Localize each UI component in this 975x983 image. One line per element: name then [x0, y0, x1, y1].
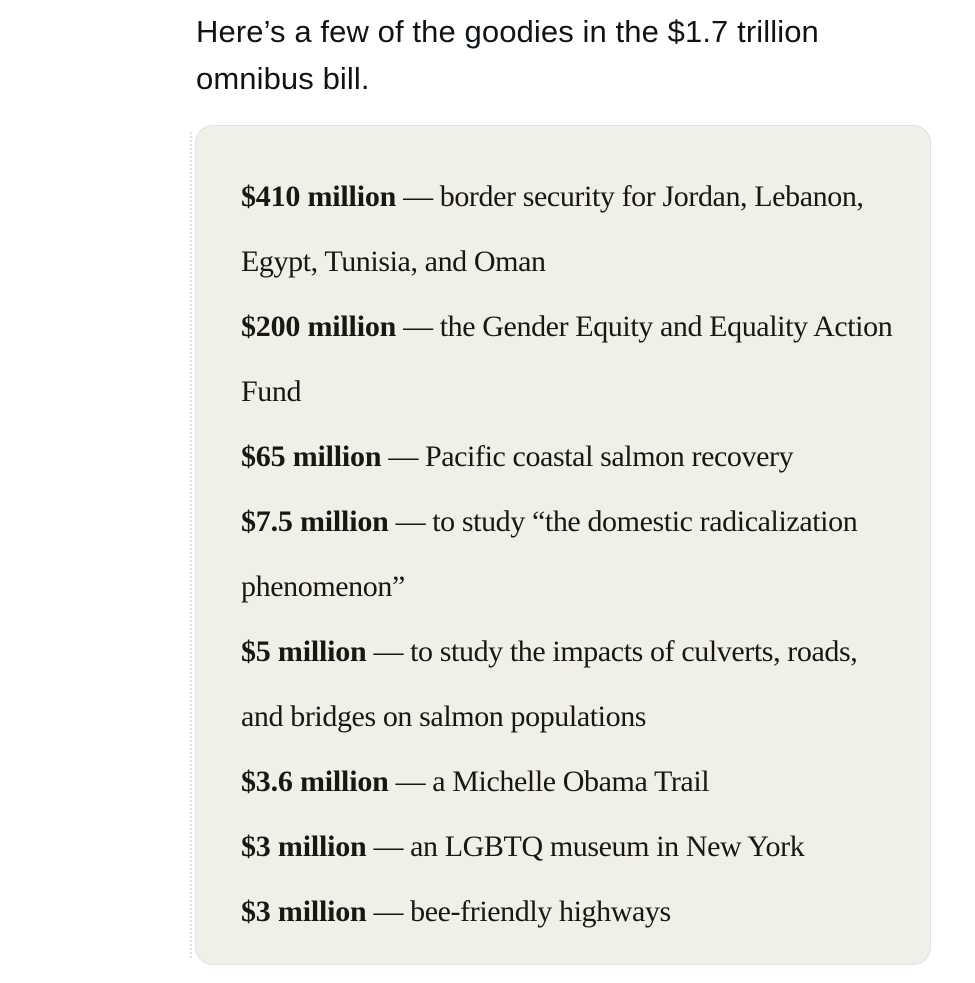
budget-amount: $7.5 million [241, 505, 389, 538]
paper-edge-texture [190, 132, 192, 958]
budget-list-item: $3.6 million — a Michelle Obama Trail [241, 749, 902, 814]
budget-list-item: $7.5 million — to study “the domestic radi… [241, 489, 902, 619]
budget-list: $410 million — border security for Jordan,… [241, 164, 902, 944]
tweet-text: Here’s a few of the goodies in the $1.7 … [196, 14, 819, 96]
em-dash: — [388, 440, 418, 473]
budget-amount: $200 million [241, 310, 397, 343]
embedded-image-card[interactable]: $410 million — border security for Jordan,… [195, 125, 931, 965]
em-dash: — [403, 310, 433, 343]
budget-description: to study the impacts of culverts, roads,… [241, 635, 858, 733]
em-dash: — [373, 830, 404, 863]
budget-description: an LGBTQ museum in New York [410, 830, 805, 863]
budget-amount: $65 million [241, 440, 382, 473]
budget-description: bee-friendly highways [410, 895, 671, 928]
budget-amount: $5 million [241, 635, 367, 668]
budget-list-item: $3 million — bee-friendly highways [241, 879, 902, 944]
budget-list-item: $200 million — the Gender Equity and Equal… [241, 294, 902, 424]
budget-list-item: $410 million — border security for Jordan,… [241, 164, 902, 294]
budget-description: a Michelle Obama Trail [432, 765, 710, 798]
budget-amount: $3 million [241, 895, 367, 928]
budget-list-item: $5 million — to study the impacts of culve… [241, 619, 902, 749]
em-dash: — [373, 895, 404, 928]
budget-amount: $3.6 million [241, 765, 389, 798]
em-dash: — [395, 765, 426, 798]
budget-list-item: $3 million — an LGBTQ museum in New York [241, 814, 902, 879]
budget-description: border security for Jordan, Lebanon, Egy… [241, 180, 864, 278]
em-dash: — [403, 180, 433, 213]
em-dash: — [395, 505, 426, 538]
budget-amount: $3 million [241, 830, 367, 863]
budget-amount: $410 million [241, 180, 397, 213]
em-dash: — [373, 635, 404, 668]
budget-description: the Gender Equity and Equality Action Fu… [241, 310, 893, 408]
budget-list-item: $65 million — Pacific coastal salmon recov… [241, 424, 902, 489]
budget-description: to study “the domestic radicalization ph… [241, 505, 858, 603]
budget-description: Pacific coastal salmon recovery [424, 440, 794, 473]
